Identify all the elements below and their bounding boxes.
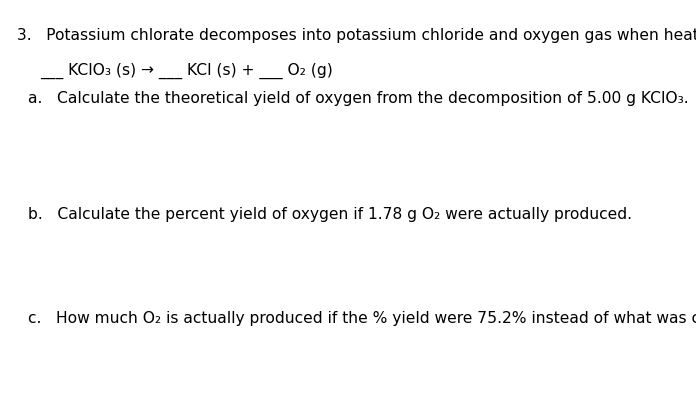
Text: 3.   Potassium chlorate decomposes into potassium chloride and oxygen gas when h: 3. Potassium chlorate decomposes into po…: [17, 28, 696, 43]
Text: b.   Calculate the percent yield of oxygen if 1.78 g O₂ were actually produced.: b. Calculate the percent yield of oxygen…: [28, 207, 632, 222]
Text: ___ KClO₃ (s) → ___ KCl (s) + ___ O₂ (g): ___ KClO₃ (s) → ___ KCl (s) + ___ O₂ (g): [40, 63, 333, 79]
Text: a.   Calculate the theoretical yield of oxygen from the decomposition of 5.00 g : a. Calculate the theoretical yield of ox…: [28, 91, 688, 106]
Text: c.   How much O₂ is actually produced if the % yield were 75.2% instead of what : c. How much O₂ is actually produced if t…: [28, 310, 696, 325]
